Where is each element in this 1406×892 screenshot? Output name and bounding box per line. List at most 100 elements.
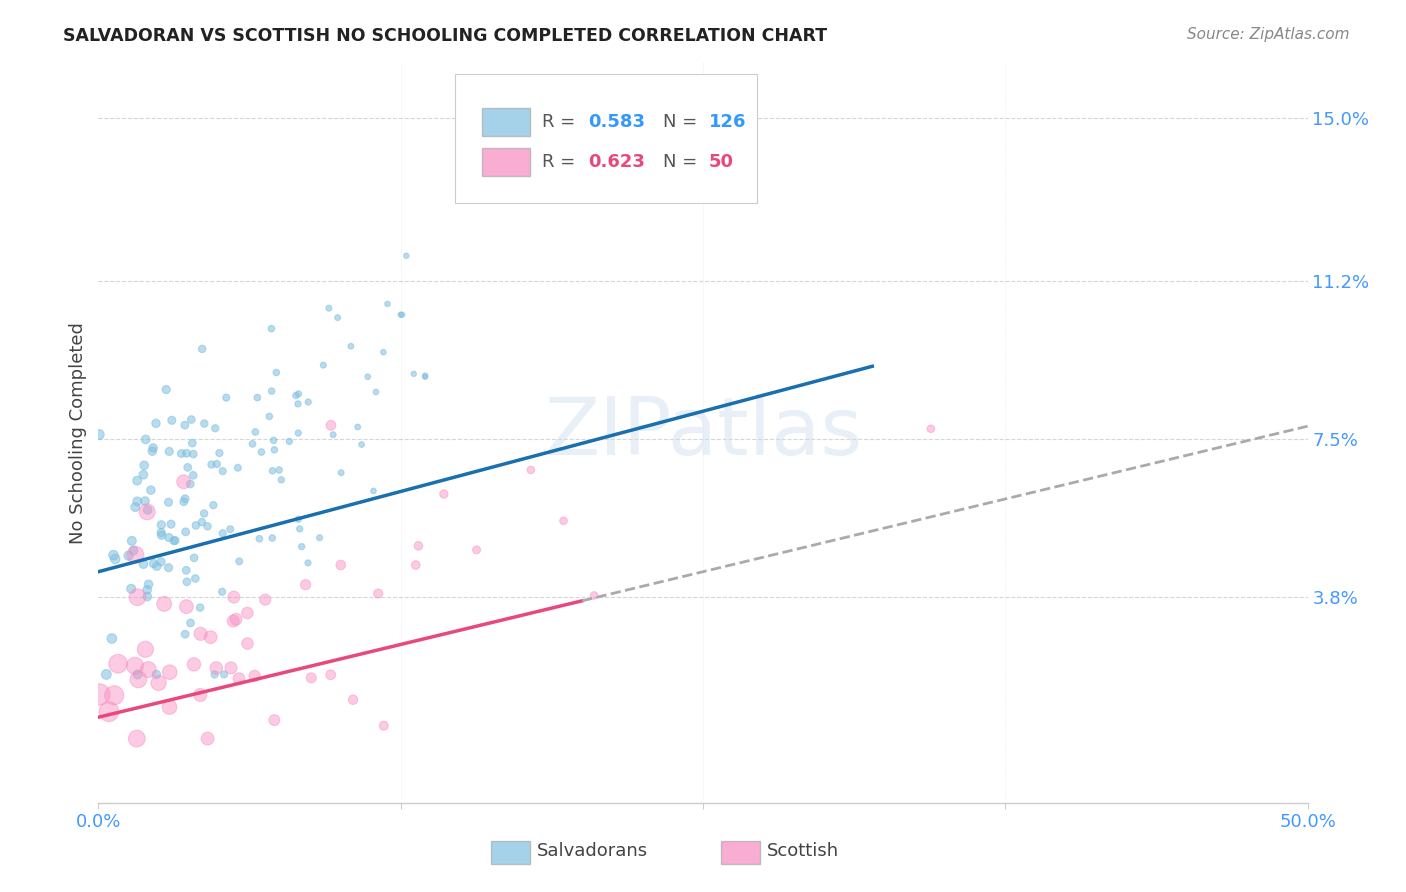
Point [287, 512, 309, 526]
Point [145, 417, 167, 431]
Point [184, 518, 207, 533]
Point [150, 555, 173, 569]
Point [139, 483, 162, 497]
Point [174, 627, 197, 641]
Point [202, 498, 225, 512]
Point [193, 507, 215, 521]
Point [266, 366, 288, 380]
Point [98, 705, 121, 719]
Point [395, 249, 418, 263]
Text: 126: 126 [709, 112, 747, 130]
Point [377, 297, 399, 311]
Point [183, 657, 205, 672]
Point [104, 552, 127, 566]
Point [124, 500, 146, 514]
Point [242, 437, 264, 451]
Point [190, 627, 212, 641]
Point [236, 606, 259, 620]
Point [363, 483, 385, 498]
Point [96, 667, 118, 681]
Point [212, 667, 235, 681]
Point [170, 446, 193, 460]
Point [228, 554, 250, 568]
Point [157, 531, 180, 545]
Point [142, 441, 165, 455]
Point [142, 557, 165, 571]
Point [188, 688, 211, 702]
Point [103, 688, 125, 702]
Point [159, 665, 181, 680]
Point [197, 519, 219, 533]
Point [173, 475, 195, 489]
Point [340, 339, 363, 353]
Point [211, 526, 233, 541]
Point [284, 388, 307, 402]
Point [136, 590, 159, 604]
Point [176, 574, 198, 589]
Point [89, 688, 111, 702]
Point [153, 597, 176, 611]
Point [134, 458, 156, 473]
Point [319, 667, 342, 681]
Text: Source: ZipAtlas.com: Source: ZipAtlas.com [1187, 27, 1350, 42]
Point [226, 460, 249, 475]
Point [136, 503, 159, 517]
Point [219, 661, 242, 675]
Point [312, 358, 335, 372]
Point [181, 436, 204, 450]
Point [357, 369, 380, 384]
FancyBboxPatch shape [482, 148, 530, 177]
Point [145, 559, 167, 574]
Point [215, 391, 238, 405]
Point [204, 421, 226, 435]
Point [236, 636, 259, 650]
Point [197, 731, 219, 746]
Point [157, 444, 180, 458]
Point [287, 425, 309, 440]
Point [413, 369, 436, 384]
Point [367, 586, 389, 600]
Point [136, 582, 159, 597]
Point [184, 572, 207, 586]
Point [208, 446, 231, 460]
Point [135, 433, 157, 447]
Point [318, 301, 340, 316]
Point [297, 556, 319, 570]
Text: Scottish: Scottish [768, 842, 839, 860]
Point [254, 592, 277, 607]
Point [288, 522, 311, 536]
Point [291, 540, 314, 554]
Point [87, 427, 110, 442]
Point [127, 474, 149, 488]
Point [200, 458, 222, 472]
Point [247, 532, 270, 546]
Point [245, 425, 267, 439]
Point [205, 457, 228, 471]
Point [308, 531, 330, 545]
Point [287, 387, 309, 401]
Point [150, 517, 173, 532]
Text: 0.583: 0.583 [588, 112, 645, 130]
Point [159, 700, 181, 714]
Point [103, 548, 125, 562]
Point [263, 434, 285, 448]
Point [176, 599, 198, 614]
Point [342, 692, 364, 706]
Point [200, 630, 222, 644]
Point [263, 442, 285, 457]
Point [219, 522, 242, 536]
Y-axis label: No Schooling Completed: No Schooling Completed [69, 322, 87, 543]
Point [225, 612, 247, 626]
Text: R =: R = [543, 153, 581, 171]
Point [177, 460, 200, 475]
FancyBboxPatch shape [721, 840, 759, 864]
Point [465, 542, 488, 557]
Text: N =: N = [664, 112, 703, 130]
Point [191, 515, 214, 529]
Point [141, 444, 163, 458]
Point [269, 463, 291, 477]
Point [222, 614, 245, 628]
Point [179, 477, 201, 491]
Point [136, 663, 159, 677]
Point [205, 661, 228, 675]
